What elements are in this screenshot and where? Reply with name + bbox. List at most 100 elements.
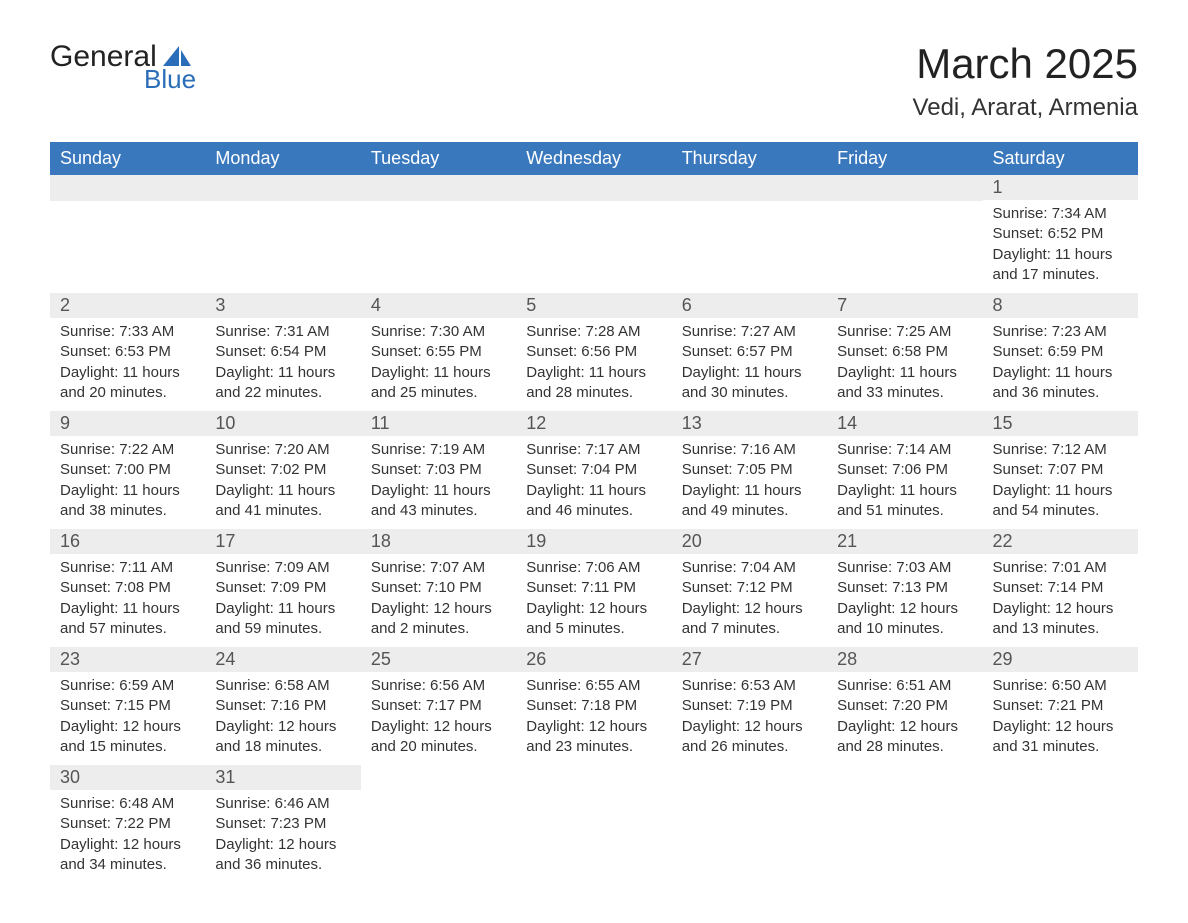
sunset-line: Sunset: 6:59 PM <box>993 342 1128 362</box>
empty-cell <box>205 175 360 293</box>
sunrise-line: Sunrise: 7:06 AM <box>526 558 661 578</box>
sunset-line: Sunset: 7:15 PM <box>60 696 195 716</box>
empty-cell <box>983 765 1138 883</box>
day-cell: 20Sunrise: 7:04 AMSunset: 7:12 PMDayligh… <box>672 529 827 647</box>
empty-cell <box>672 175 827 293</box>
day-cell: 22Sunrise: 7:01 AMSunset: 7:14 PMDayligh… <box>983 529 1138 647</box>
sunrise-line: Sunrise: 6:53 AM <box>682 676 817 696</box>
day-details: Sunrise: 7:19 AMSunset: 7:03 PMDaylight:… <box>361 436 516 529</box>
sunset-line: Sunset: 7:17 PM <box>371 696 506 716</box>
month-title: March 2025 <box>913 40 1138 88</box>
calendar-body: 1Sunrise: 7:34 AMSunset: 6:52 PMDaylight… <box>50 175 1138 883</box>
day-details: Sunrise: 7:20 AMSunset: 7:02 PMDaylight:… <box>205 436 360 529</box>
day-details: Sunrise: 7:27 AMSunset: 6:57 PMDaylight:… <box>672 318 827 411</box>
calendar-table: Sunday Monday Tuesday Wednesday Thursday… <box>50 142 1138 883</box>
day-cell: 2Sunrise: 7:33 AMSunset: 6:53 PMDaylight… <box>50 293 205 411</box>
daylight-line: Daylight: 12 hours and 18 minutes. <box>215 717 350 758</box>
sunrise-line: Sunrise: 6:55 AM <box>526 676 661 696</box>
sunrise-line: Sunrise: 7:07 AM <box>371 558 506 578</box>
location: Vedi, Ararat, Armenia <box>913 94 1138 122</box>
sunset-line: Sunset: 7:08 PM <box>60 578 195 598</box>
sunrise-line: Sunrise: 6:51 AM <box>837 676 972 696</box>
day-cell: 8Sunrise: 7:23 AMSunset: 6:59 PMDaylight… <box>983 293 1138 411</box>
day-number: 23 <box>50 647 205 672</box>
day-details: Sunrise: 7:34 AMSunset: 6:52 PMDaylight:… <box>983 200 1138 293</box>
daylight-line: Daylight: 11 hours and 51 minutes. <box>837 481 972 522</box>
sunrise-line: Sunrise: 7:20 AM <box>215 440 350 460</box>
logo-text-sub: Blue <box>144 64 196 95</box>
day-details: Sunrise: 6:46 AMSunset: 7:23 PMDaylight:… <box>205 790 360 883</box>
day-number: 17 <box>205 529 360 554</box>
weekday-tuesday: Tuesday <box>361 142 516 175</box>
day-cell: 18Sunrise: 7:07 AMSunset: 7:10 PMDayligh… <box>361 529 516 647</box>
day-cell: 23Sunrise: 6:59 AMSunset: 7:15 PMDayligh… <box>50 647 205 765</box>
sunrise-line: Sunrise: 6:59 AM <box>60 676 195 696</box>
day-body-empty <box>361 201 516 293</box>
day-number: 6 <box>672 293 827 318</box>
day-cell: 10Sunrise: 7:20 AMSunset: 7:02 PMDayligh… <box>205 411 360 529</box>
day-number: 19 <box>516 529 671 554</box>
day-cell: 9Sunrise: 7:22 AMSunset: 7:00 PMDaylight… <box>50 411 205 529</box>
daylight-line: Daylight: 12 hours and 34 minutes. <box>60 835 195 876</box>
daylight-line: Daylight: 11 hours and 25 minutes. <box>371 363 506 404</box>
sunset-line: Sunset: 6:55 PM <box>371 342 506 362</box>
daylight-line: Daylight: 12 hours and 13 minutes. <box>993 599 1128 640</box>
day-number: 4 <box>361 293 516 318</box>
sunrise-line: Sunrise: 7:01 AM <box>993 558 1128 578</box>
sunrise-line: Sunrise: 6:46 AM <box>215 794 350 814</box>
day-cell: 16Sunrise: 7:11 AMSunset: 7:08 PMDayligh… <box>50 529 205 647</box>
day-number: 24 <box>205 647 360 672</box>
day-details: Sunrise: 6:50 AMSunset: 7:21 PMDaylight:… <box>983 672 1138 765</box>
day-cell: 12Sunrise: 7:17 AMSunset: 7:04 PMDayligh… <box>516 411 671 529</box>
calendar-row: 30Sunrise: 6:48 AMSunset: 7:22 PMDayligh… <box>50 765 1138 883</box>
empty-cell <box>516 765 671 883</box>
day-number: 9 <box>50 411 205 436</box>
sunset-line: Sunset: 7:23 PM <box>215 814 350 834</box>
sunrise-line: Sunrise: 7:25 AM <box>837 322 972 342</box>
weekday-sunday: Sunday <box>50 142 205 175</box>
day-details: Sunrise: 7:30 AMSunset: 6:55 PMDaylight:… <box>361 318 516 411</box>
day-number: 11 <box>361 411 516 436</box>
day-details: Sunrise: 7:12 AMSunset: 7:07 PMDaylight:… <box>983 436 1138 529</box>
weekday-wednesday: Wednesday <box>516 142 671 175</box>
day-cell: 6Sunrise: 7:27 AMSunset: 6:57 PMDaylight… <box>672 293 827 411</box>
day-number: 20 <box>672 529 827 554</box>
daylight-line: Daylight: 11 hours and 17 minutes. <box>993 245 1128 286</box>
day-number: 26 <box>516 647 671 672</box>
sunset-line: Sunset: 7:00 PM <box>60 460 195 480</box>
day-number: 14 <box>827 411 982 436</box>
weekday-saturday: Saturday <box>983 142 1138 175</box>
day-number: 27 <box>672 647 827 672</box>
day-details: Sunrise: 7:33 AMSunset: 6:53 PMDaylight:… <box>50 318 205 411</box>
day-body-empty <box>50 201 205 293</box>
day-details: Sunrise: 7:28 AMSunset: 6:56 PMDaylight:… <box>516 318 671 411</box>
day-number: 28 <box>827 647 982 672</box>
sunset-line: Sunset: 6:56 PM <box>526 342 661 362</box>
daylight-line: Daylight: 11 hours and 38 minutes. <box>60 481 195 522</box>
day-body-empty <box>827 201 982 293</box>
sunrise-line: Sunrise: 7:31 AM <box>215 322 350 342</box>
day-details: Sunrise: 7:09 AMSunset: 7:09 PMDaylight:… <box>205 554 360 647</box>
sunset-line: Sunset: 7:06 PM <box>837 460 972 480</box>
day-cell: 28Sunrise: 6:51 AMSunset: 7:20 PMDayligh… <box>827 647 982 765</box>
calendar-row: 9Sunrise: 7:22 AMSunset: 7:00 PMDaylight… <box>50 411 1138 529</box>
daylight-line: Daylight: 12 hours and 20 minutes. <box>371 717 506 758</box>
day-number: 13 <box>672 411 827 436</box>
sunset-line: Sunset: 7:07 PM <box>993 460 1128 480</box>
day-cell: 25Sunrise: 6:56 AMSunset: 7:17 PMDayligh… <box>361 647 516 765</box>
day-details: Sunrise: 6:53 AMSunset: 7:19 PMDaylight:… <box>672 672 827 765</box>
sunrise-line: Sunrise: 6:58 AM <box>215 676 350 696</box>
sunset-line: Sunset: 7:10 PM <box>371 578 506 598</box>
sunrise-line: Sunrise: 6:50 AM <box>993 676 1128 696</box>
daylight-line: Daylight: 11 hours and 22 minutes. <box>215 363 350 404</box>
daylight-line: Daylight: 12 hours and 5 minutes. <box>526 599 661 640</box>
weekday-header-row: Sunday Monday Tuesday Wednesday Thursday… <box>50 142 1138 175</box>
day-cell: 31Sunrise: 6:46 AMSunset: 7:23 PMDayligh… <box>205 765 360 883</box>
day-cell: 26Sunrise: 6:55 AMSunset: 7:18 PMDayligh… <box>516 647 671 765</box>
sunset-line: Sunset: 6:57 PM <box>682 342 817 362</box>
day-body-empty <box>672 201 827 293</box>
empty-cell <box>672 765 827 883</box>
day-number-empty <box>672 175 827 201</box>
day-number: 22 <box>983 529 1138 554</box>
sunset-line: Sunset: 6:58 PM <box>837 342 972 362</box>
